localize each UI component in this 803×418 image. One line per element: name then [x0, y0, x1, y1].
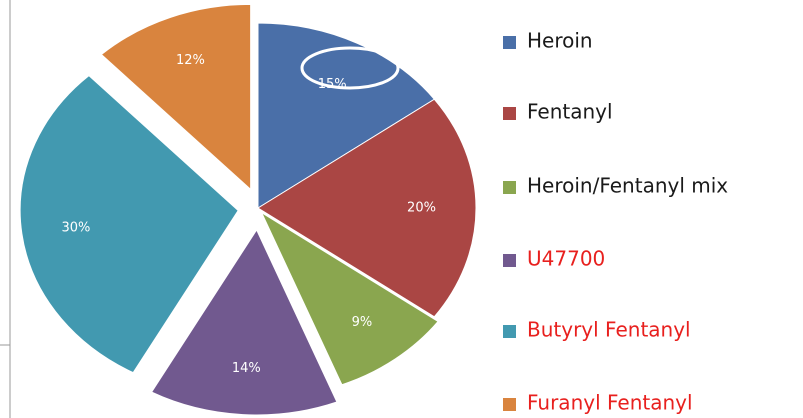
highlight-ellipse	[300, 46, 400, 90]
legend-swatch	[503, 107, 516, 120]
data-label: 14%	[232, 361, 261, 376]
legend-label: Heroin/Fentanyl mix	[527, 174, 728, 198]
legend-swatch	[503, 181, 516, 194]
legend-swatch	[503, 36, 516, 49]
legend-label: Butyryl Fentanyl	[527, 318, 691, 342]
legend-label: Fentanyl	[527, 100, 613, 124]
legend: Heroin Fentanyl Heroin/Fentanyl mix U47700 B…	[503, 29, 728, 415]
pie-slice	[100, 3, 252, 191]
data-label: 20%	[407, 201, 436, 216]
legend-swatch	[503, 254, 516, 267]
legend-label: Furanyl Fentanyl	[527, 391, 693, 415]
legend-label: U47700	[527, 247, 605, 271]
data-label: 12%	[176, 53, 205, 68]
pie-slice	[19, 74, 239, 374]
legend-swatch	[503, 325, 516, 338]
data-label: 30%	[61, 220, 90, 235]
legend-label: Heroin	[527, 29, 593, 53]
legend-swatch	[503, 398, 516, 411]
pie-slice	[150, 228, 338, 416]
pie-slice	[260, 211, 439, 386]
data-label: 9%	[352, 315, 373, 330]
pie-slice	[257, 98, 477, 318]
